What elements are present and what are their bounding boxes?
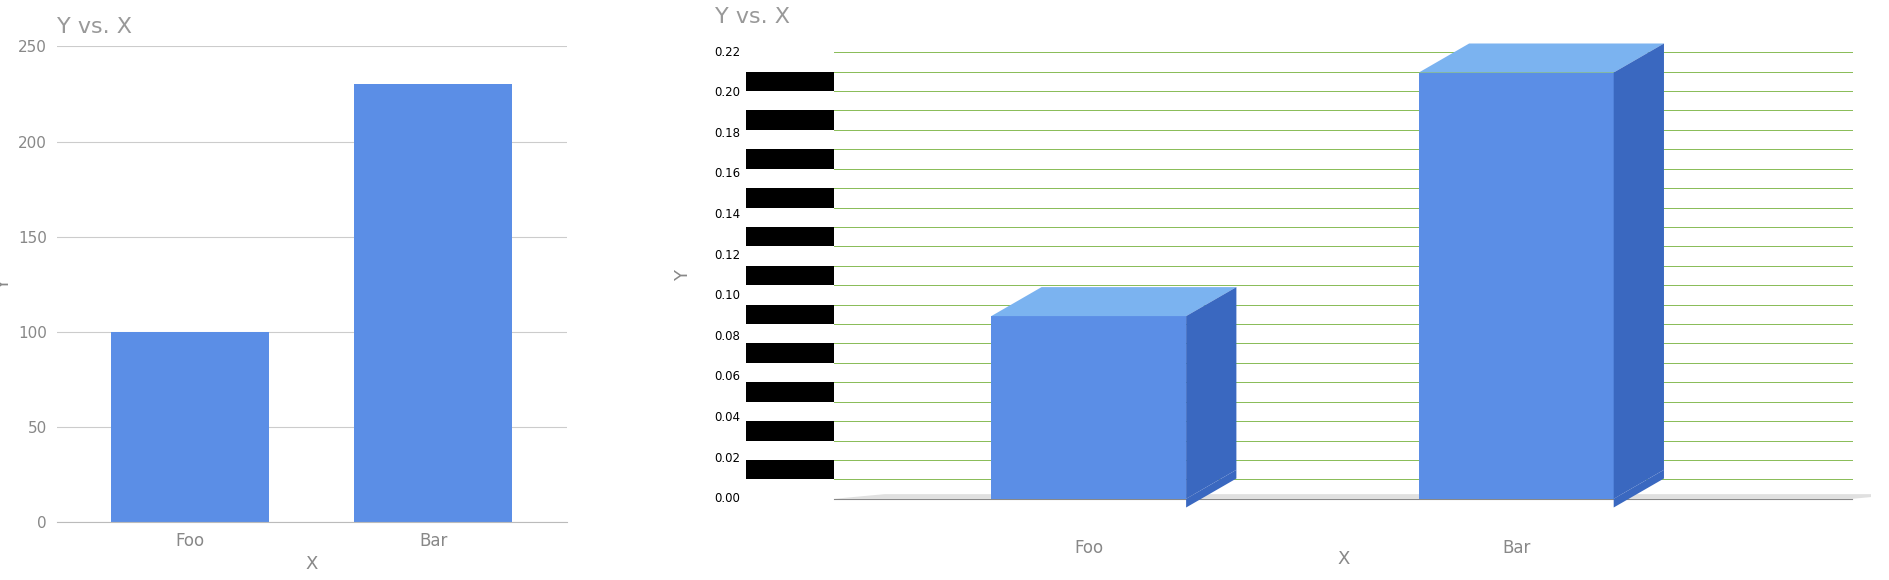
Text: 0.18: 0.18 [714, 127, 740, 140]
Bar [746, 402, 833, 421]
Polygon shape [1613, 470, 1662, 508]
Polygon shape [1186, 287, 1235, 499]
Y-axis label: Y: Y [0, 279, 13, 289]
Bar [746, 91, 833, 110]
Polygon shape [1613, 44, 1662, 499]
Bar [746, 188, 833, 208]
Bar [746, 382, 833, 402]
Text: Y: Y [674, 270, 691, 281]
Bar [746, 266, 833, 285]
Bar [111, 332, 270, 522]
Text: 0.20: 0.20 [714, 86, 740, 99]
Bar [746, 110, 833, 130]
Bar [746, 343, 833, 363]
Text: 0.02: 0.02 [714, 452, 740, 465]
Text: 0.08: 0.08 [714, 330, 740, 343]
Text: 0.16: 0.16 [714, 168, 740, 180]
Bar [746, 227, 833, 246]
Bar [746, 421, 833, 441]
Text: 0.14: 0.14 [714, 208, 740, 221]
Text: Foo: Foo [1073, 539, 1103, 557]
Bar [746, 149, 833, 169]
Text: 0.06: 0.06 [714, 371, 740, 383]
Text: 0.22: 0.22 [714, 46, 740, 59]
Polygon shape [1419, 72, 1613, 499]
Polygon shape [990, 287, 1235, 316]
Polygon shape [833, 494, 1889, 499]
Bar [746, 52, 833, 71]
Bar [746, 480, 833, 499]
Bar [746, 246, 833, 266]
Bar [355, 85, 512, 522]
X-axis label: X: X [306, 555, 317, 573]
Text: 0.00: 0.00 [714, 492, 740, 505]
Bar [746, 71, 833, 91]
Text: 0.10: 0.10 [714, 289, 740, 302]
Polygon shape [1419, 44, 1662, 72]
Text: 0.04: 0.04 [714, 411, 740, 424]
Bar [746, 324, 833, 343]
Bar [746, 441, 833, 460]
Bar [746, 208, 833, 227]
Bar [746, 130, 833, 149]
Text: X: X [1336, 550, 1349, 568]
Text: Bar: Bar [1502, 539, 1530, 557]
Bar [746, 285, 833, 305]
Bar [746, 460, 833, 480]
Polygon shape [990, 316, 1186, 499]
Bar [746, 304, 833, 324]
Text: Y vs. X: Y vs. X [57, 16, 132, 37]
Bar [746, 169, 833, 188]
Polygon shape [1186, 470, 1235, 508]
Bar [746, 363, 833, 382]
Text: 0.12: 0.12 [714, 249, 740, 262]
Text: Y vs. X: Y vs. X [714, 8, 790, 27]
